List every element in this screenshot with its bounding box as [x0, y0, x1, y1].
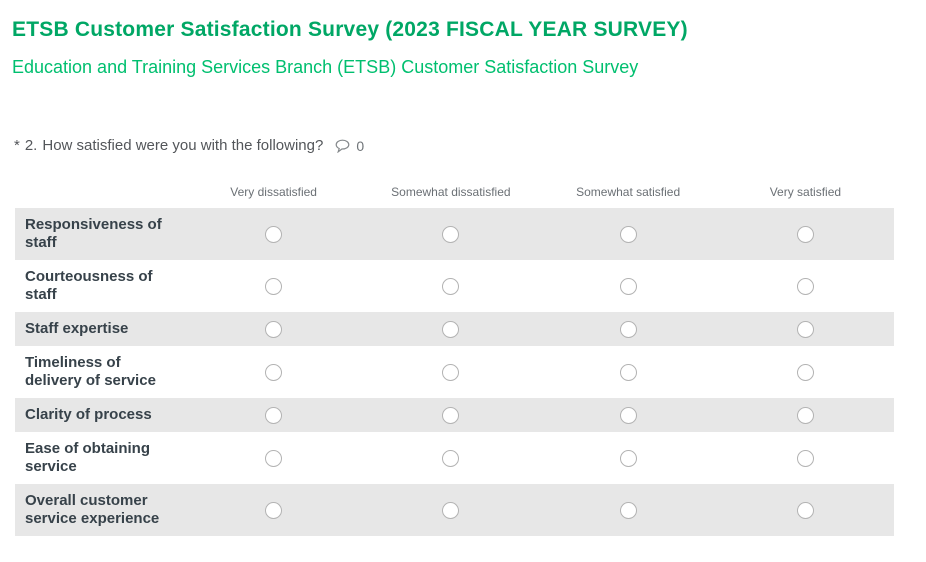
row-label: Staff expertise — [25, 320, 129, 337]
radio-button[interactable] — [796, 225, 814, 243]
matrix-row: Timeliness of delivery of service — [15, 346, 894, 398]
radio-button[interactable] — [796, 449, 814, 467]
radio-button[interactable] — [619, 277, 637, 295]
row-label: Clarity of process — [25, 406, 152, 423]
radio-button[interactable] — [442, 320, 460, 338]
radio-button[interactable] — [265, 320, 283, 338]
radio-cell-row1-col3[interactable] — [717, 260, 894, 312]
radio-button[interactable] — [265, 406, 283, 424]
radio-cell-row2-col2[interactable] — [540, 312, 717, 346]
radio-cell-row0-col3[interactable] — [717, 208, 894, 260]
matrix-body: Responsiveness of staff Courteousness of … — [15, 208, 894, 536]
radio-button[interactable] — [265, 277, 283, 295]
radio-button[interactable] — [796, 277, 814, 295]
radio-cell-row0-col2[interactable] — [540, 208, 717, 260]
radio-cell-row0-col0[interactable] — [185, 208, 362, 260]
radio-cell-row5-col0[interactable] — [185, 432, 362, 484]
radio-cell-row6-col3[interactable] — [717, 484, 894, 536]
column-header: Very dissatisfied — [230, 185, 317, 199]
radio-cell-row5-col1[interactable] — [362, 432, 539, 484]
radio-cell-row5-col3[interactable] — [717, 432, 894, 484]
radio-button[interactable] — [265, 501, 283, 519]
survey-title: ETSB Customer Satisfaction Survey (2023 … — [12, 18, 688, 41]
radio-button[interactable] — [619, 320, 637, 338]
matrix-row: Responsiveness of staff — [15, 208, 894, 260]
radio-button[interactable] — [265, 363, 283, 381]
matrix-header-row: Very dissatisfied Somewhat dissatisfied So… — [15, 185, 894, 208]
column-header: Somewhat dissatisfied — [391, 185, 511, 199]
radio-button[interactable] — [442, 449, 460, 467]
radio-button[interactable] — [796, 363, 814, 381]
radio-button[interactable] — [619, 363, 637, 381]
speech-bubble-icon — [335, 139, 350, 153]
row-label: Overall customer service experience — [25, 492, 160, 527]
row-label: Timeliness of delivery of service — [25, 354, 156, 389]
radio-cell-row4-col1[interactable] — [362, 398, 539, 432]
survey-page: ETSB Customer Satisfaction Survey (2023 … — [12, 18, 914, 536]
radio-cell-row6-col1[interactable] — [362, 484, 539, 536]
question-number: 2. — [24, 137, 38, 154]
radio-button[interactable] — [442, 363, 460, 381]
row-label: Courteousness of staff — [25, 268, 153, 303]
radio-cell-row6-col0[interactable] — [185, 484, 362, 536]
question-text: How satisfied were you with the followin… — [42, 137, 324, 154]
radio-button[interactable] — [796, 320, 814, 338]
comment-toggle[interactable]: 0 — [335, 138, 364, 154]
matrix-row: Clarity of process — [15, 398, 894, 432]
radio-button[interactable] — [619, 501, 637, 519]
radio-button[interactable] — [442, 501, 460, 519]
radio-cell-row4-col2[interactable] — [540, 398, 717, 432]
radio-cell-row3-col2[interactable] — [540, 346, 717, 398]
radio-cell-row2-col0[interactable] — [185, 312, 362, 346]
radio-cell-row0-col1[interactable] — [362, 208, 539, 260]
matrix-row: Overall customer service experience — [15, 484, 894, 536]
radio-cell-row3-col3[interactable] — [717, 346, 894, 398]
radio-cell-row2-col1[interactable] — [362, 312, 539, 346]
row-label: Responsiveness of staff — [25, 216, 162, 251]
radio-cell-row5-col2[interactable] — [540, 432, 717, 484]
radio-cell-row4-col0[interactable] — [185, 398, 362, 432]
comment-count: 0 — [356, 137, 365, 154]
radio-button[interactable] — [265, 225, 283, 243]
radio-cell-row3-col0[interactable] — [185, 346, 362, 398]
radio-button[interactable] — [442, 277, 460, 295]
radio-button[interactable] — [619, 225, 637, 243]
radio-button[interactable] — [796, 501, 814, 519]
matrix-question-table: Very dissatisfied Somewhat dissatisfied So… — [15, 185, 894, 536]
matrix-row: Courteousness of staff — [15, 260, 894, 312]
radio-button[interactable] — [265, 449, 283, 467]
matrix-header-spacer — [15, 185, 185, 208]
survey-subtitle: Education and Training Services Branch (… — [12, 57, 639, 77]
row-label: Ease of obtaining service — [25, 440, 151, 475]
radio-cell-row1-col0[interactable] — [185, 260, 362, 312]
radio-cell-row3-col1[interactable] — [362, 346, 539, 398]
radio-cell-row1-col1[interactable] — [362, 260, 539, 312]
radio-button[interactable] — [619, 449, 637, 467]
radio-cell-row4-col3[interactable] — [717, 398, 894, 432]
radio-button[interactable] — [442, 406, 460, 424]
radio-button[interactable] — [796, 406, 814, 424]
matrix-row: Ease of obtaining service — [15, 432, 894, 484]
matrix-row: Staff expertise — [15, 312, 894, 346]
radio-button[interactable] — [619, 406, 637, 424]
question-heading: * 2. How satisfied were you with the fol… — [12, 137, 914, 154]
radio-cell-row2-col3[interactable] — [717, 312, 894, 346]
column-header: Somewhat satisfied — [576, 185, 681, 199]
required-asterisk: * — [14, 137, 20, 154]
radio-cell-row1-col2[interactable] — [540, 260, 717, 312]
radio-cell-row6-col2[interactable] — [540, 484, 717, 536]
radio-button[interactable] — [442, 225, 460, 243]
column-header: Very satisfied — [769, 185, 842, 199]
